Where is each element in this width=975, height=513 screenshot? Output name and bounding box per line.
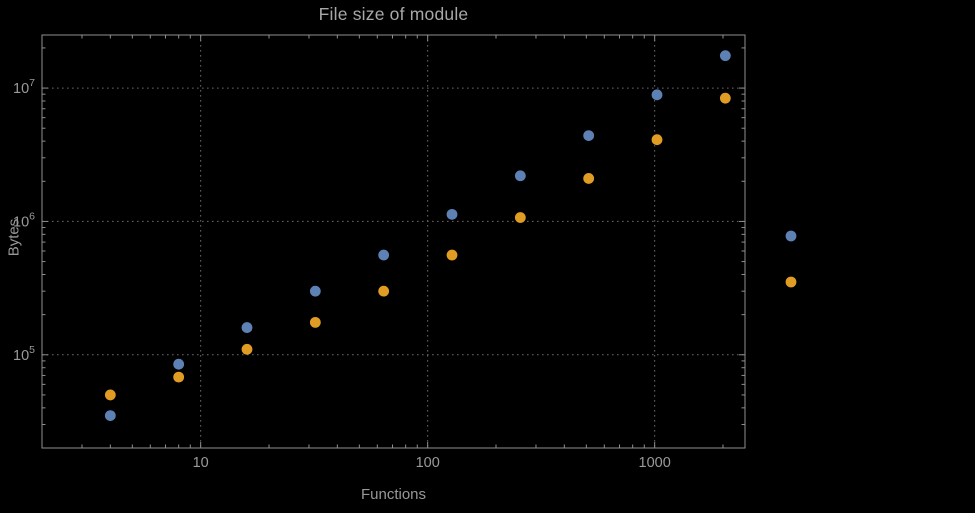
data-point-series-2 [651,134,663,146]
x-tick-label: 10 [193,455,209,471]
data-point-series-1 [104,410,116,421]
chart-title: File size of module [318,4,469,24]
data-point-series-2 [583,173,595,184]
y-tick-label: 107 [13,77,35,97]
data-point-series-1 [446,208,458,220]
y-tick-label: 106 [13,210,35,230]
data-point-series-2 [309,316,321,328]
data-point-series-2 [719,92,731,104]
legend-marker-1 [785,230,797,242]
x-tick-label: 1000 [639,455,671,471]
data-point-series-1 [583,130,595,142]
data-point-series-2 [241,343,253,355]
legend-marker-2 [785,276,797,288]
data-point-series-2 [514,212,526,223]
x-tick-label: 100 [416,455,440,471]
data-point-series-1 [241,322,253,333]
x-axis-label: Functions [360,486,427,503]
data-point-series-1 [514,170,526,182]
data-point-series-1 [309,285,321,297]
plot-frame [41,34,746,449]
data-point-series-2 [173,371,185,383]
y-tick-label: 105 [13,344,35,364]
data-point-series-1 [173,358,185,370]
data-point-series-2 [378,285,390,297]
y-axis-label: Bytes [5,218,23,257]
data-point-series-2 [446,249,458,261]
data-point-series-1 [651,89,663,101]
data-point-series-1 [719,50,731,62]
data-point-series-2 [104,389,116,401]
data-point-series-1 [378,249,390,261]
